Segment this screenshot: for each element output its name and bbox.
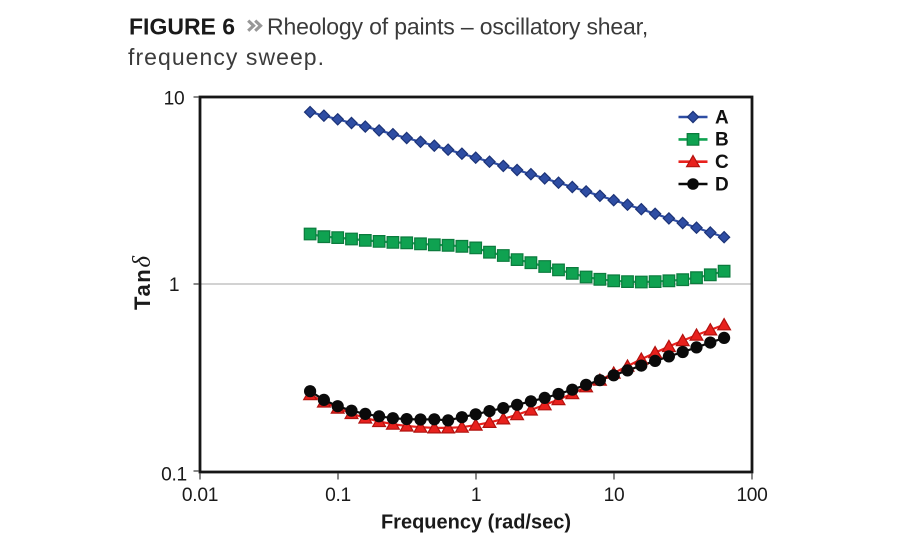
svg-text:0.1: 0.1 — [161, 464, 187, 485]
svg-text:Frequency (rad/sec): Frequency (rad/sec) — [381, 512, 571, 534]
svg-text:B: B — [715, 130, 729, 151]
svg-text:10: 10 — [164, 88, 185, 109]
svg-text:1: 1 — [169, 275, 179, 296]
svg-text:0.1: 0.1 — [325, 485, 351, 506]
svg-text:FIGURE 6: FIGURE 6 — [129, 14, 235, 40]
svg-text:Tanδ: Tanδ — [129, 256, 156, 310]
svg-text:Rheology of paints – oscillato: Rheology of paints – oscillatory shear, — [267, 14, 648, 40]
svg-text:A: A — [715, 107, 729, 128]
svg-text:0.01: 0.01 — [182, 485, 218, 506]
svg-text:100: 100 — [736, 485, 767, 506]
svg-text:D: D — [715, 174, 729, 195]
svg-text:1: 1 — [471, 485, 481, 506]
svg-text:10: 10 — [604, 485, 625, 506]
svg-text:frequency sweep.: frequency sweep. — [128, 44, 325, 70]
svg-text:C: C — [715, 152, 729, 173]
